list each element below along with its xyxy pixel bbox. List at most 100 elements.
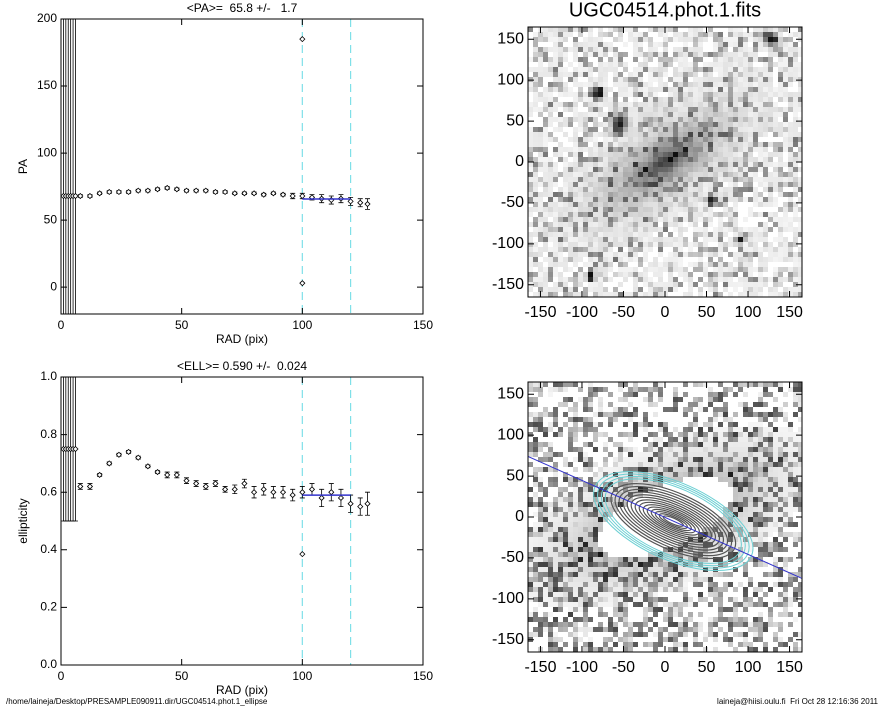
image-pixel (738, 97, 743, 102)
image-pixel (683, 32, 688, 37)
image-pixel (573, 632, 578, 637)
image-pixel (783, 497, 788, 502)
image-pixel (708, 157, 713, 162)
image-pixel (718, 217, 723, 222)
image-pixel (718, 222, 723, 227)
image-pixel (743, 52, 748, 57)
image-pixel (748, 97, 753, 102)
image-pixel (643, 462, 648, 467)
image-pixel (753, 97, 758, 102)
image-pixel (733, 137, 738, 142)
image-pixel (593, 562, 598, 567)
image-pixel (648, 77, 653, 82)
image-pixel (698, 152, 703, 157)
image-pixel (538, 252, 543, 257)
y-tick-label: 0.2 (40, 600, 57, 614)
image-pixel (593, 172, 598, 177)
image-pixel (688, 192, 693, 197)
image-pixel (618, 582, 623, 587)
image-pixel (738, 172, 743, 177)
image-pixel (758, 432, 763, 437)
image-pixel (738, 72, 743, 77)
image-pixel (698, 42, 703, 47)
image-pixel (573, 502, 578, 507)
image-pixel (638, 287, 643, 292)
image-pixel (788, 482, 793, 487)
image-pixel (783, 107, 788, 112)
image-pixel (788, 107, 793, 112)
image-pixel (688, 432, 693, 437)
image-pixel (648, 582, 653, 587)
image-pixel (663, 442, 668, 447)
image-pixel (723, 57, 728, 62)
image-pixel (598, 217, 603, 222)
image-pixel (673, 267, 678, 272)
image-pixel (758, 27, 763, 32)
image-pixel (758, 447, 763, 452)
image-pixel (718, 202, 723, 207)
image-pixel (648, 47, 653, 52)
image-pixel (698, 122, 703, 127)
image-pixel (548, 422, 553, 427)
image-pixel (608, 42, 613, 47)
image-pixel (593, 222, 598, 227)
data-point (260, 486, 267, 493)
image-pixel (648, 587, 653, 592)
image-pixel (678, 47, 683, 52)
image-pixel (678, 177, 683, 182)
image-pixel (688, 137, 693, 142)
image-pixel (588, 137, 593, 142)
image-pixel (588, 267, 593, 272)
image-pixel (578, 212, 583, 217)
image-pixel (568, 462, 573, 467)
image-pixel (548, 517, 553, 522)
image-pixel (623, 572, 628, 577)
image-pixel (773, 412, 778, 417)
image-pixel (788, 162, 793, 167)
image-pixel (708, 217, 713, 222)
image-pixel (698, 257, 703, 262)
image-pixel (733, 202, 738, 207)
image-pixel (613, 152, 618, 157)
image-pixel (793, 647, 798, 652)
image-pixel (698, 157, 703, 162)
image-pixel (788, 32, 793, 37)
image-pixel (668, 267, 673, 272)
image-pixel (648, 157, 653, 162)
image-pixel (773, 32, 778, 37)
image-pixel (633, 267, 638, 272)
image-pixel (653, 562, 658, 567)
image-pixel (553, 467, 558, 472)
image-pixel (648, 42, 653, 47)
image-pixel (658, 442, 663, 447)
image-pixel (588, 617, 593, 622)
image-pixel (678, 222, 683, 227)
image-pixel (728, 417, 733, 422)
image-pixel (718, 172, 723, 177)
image-pixel (743, 492, 748, 497)
image-pixel (713, 617, 718, 622)
image-pixel (748, 82, 753, 87)
image-pixel (588, 602, 593, 607)
image-pixel (663, 467, 668, 472)
data-point (125, 188, 132, 196)
image-pixel (698, 117, 703, 122)
image-pixel (623, 182, 628, 187)
image-pixel (573, 112, 578, 117)
image-pixel (733, 422, 738, 427)
image-pixel (798, 32, 802, 37)
image-pixel (593, 537, 598, 542)
image-pixel (743, 277, 748, 282)
image-pixel (798, 442, 802, 447)
image-pixel (593, 497, 598, 502)
image-pixel (763, 462, 768, 467)
image-pixel (763, 107, 768, 112)
image-pixel (698, 212, 703, 217)
image-pixel (583, 462, 588, 467)
image-pixel (598, 227, 603, 232)
image-pixel (723, 472, 728, 477)
image-pixel (548, 622, 553, 627)
image-pixel (778, 497, 783, 502)
image-pixel (713, 182, 718, 187)
image-pixel (788, 577, 793, 582)
